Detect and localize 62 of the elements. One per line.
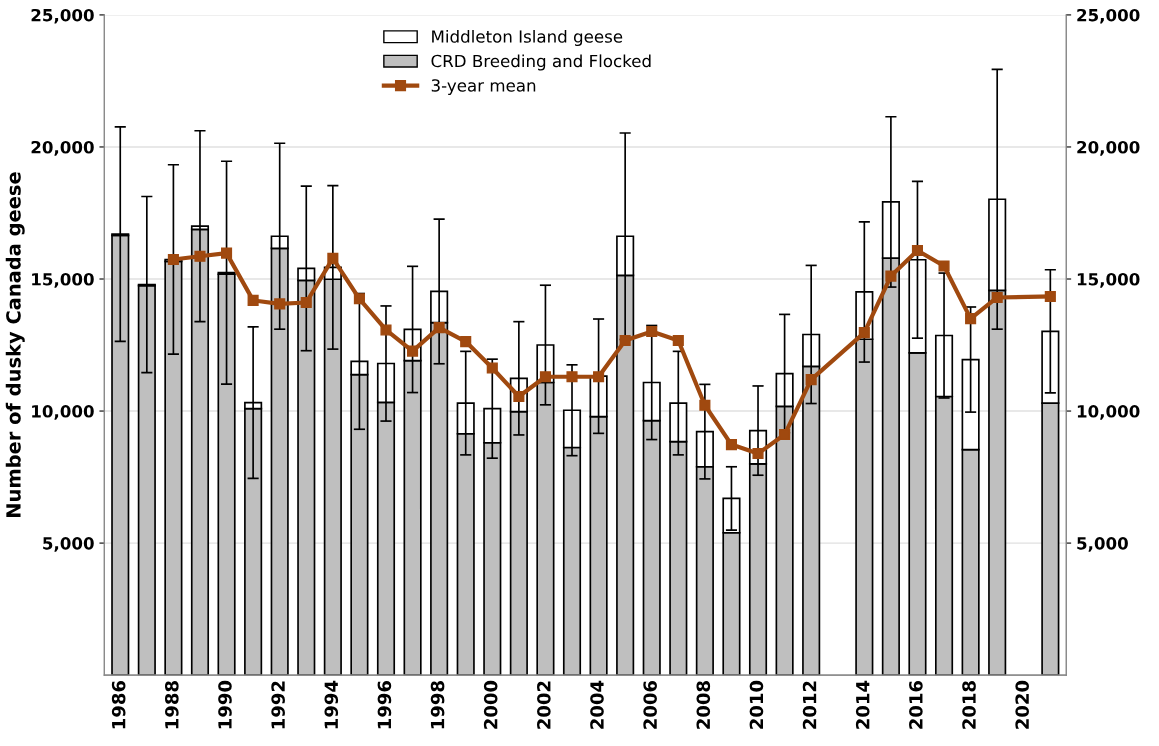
x-tick-label: 2010 [749,680,764,729]
x-tick-label: 2000 [483,680,498,729]
x-tick-label: 1998 [430,681,445,729]
point [725,439,738,451]
y-tick-label: 5,000 [43,537,94,552]
point [566,371,578,383]
point [433,322,445,334]
y-tick-label: 10,000 [32,405,94,420]
point [911,244,924,257]
point [380,324,392,336]
x-tick-label: 2004 [590,680,604,729]
point [965,313,977,325]
point [699,399,711,411]
point [646,326,658,338]
legend-label: 3-year mean [431,79,536,95]
x-tick-label: 1996 [377,680,392,729]
point [805,374,817,386]
x-tick-label: 1994 [324,680,339,729]
legend-label: CRD Breeding and Flocked [431,54,651,71]
point [247,294,259,306]
y2-tick-label: 10,000 [1077,405,1140,420]
point [327,252,339,264]
x-tick-label: 1990 [218,680,232,729]
point [220,247,233,259]
point [300,296,312,309]
legend-label: Middleton Island geese [432,29,623,47]
y-tick-label: 25,000 [31,8,94,24]
y2-tick-label: 15,000 [1077,272,1140,288]
point [353,293,365,305]
point [938,260,950,272]
point [167,253,179,266]
y2-tick-label: 20,000 [1077,140,1140,156]
point [779,428,791,441]
y2-tick-label: 25,000 [1077,8,1140,24]
x-tick-label: 2014 [855,680,870,729]
point [460,336,472,348]
point [1044,290,1056,302]
point [858,327,870,339]
x-tick-label: 1992 [271,681,285,729]
point [194,250,206,262]
x-tick-label: 2012 [802,681,817,729]
x-tick-label: 2002 [537,681,551,729]
y2-tick-label: 5,000 [1077,537,1128,552]
y-tick-label: 15,000 [32,272,94,288]
x-tick-label: 1986 [111,680,126,729]
point [619,334,631,347]
x-tick-label: 2018 [962,681,976,729]
point [486,362,498,374]
x-tick-label: 2020 [1015,680,1029,729]
point [991,291,1003,304]
y-axis-title: Number of dusky Canada geese [5,172,25,517]
point [593,371,605,383]
point [885,270,897,282]
point [539,371,551,383]
point [752,448,764,460]
x-tick-label: 2006 [643,680,657,729]
y-tick-label: 20,000 [31,140,94,156]
x-tick-label: 2008 [696,681,711,729]
point [274,298,286,310]
x-tick-label: 1988 [164,681,179,729]
x-tick-label: 2016 [909,680,923,729]
point [672,334,684,347]
